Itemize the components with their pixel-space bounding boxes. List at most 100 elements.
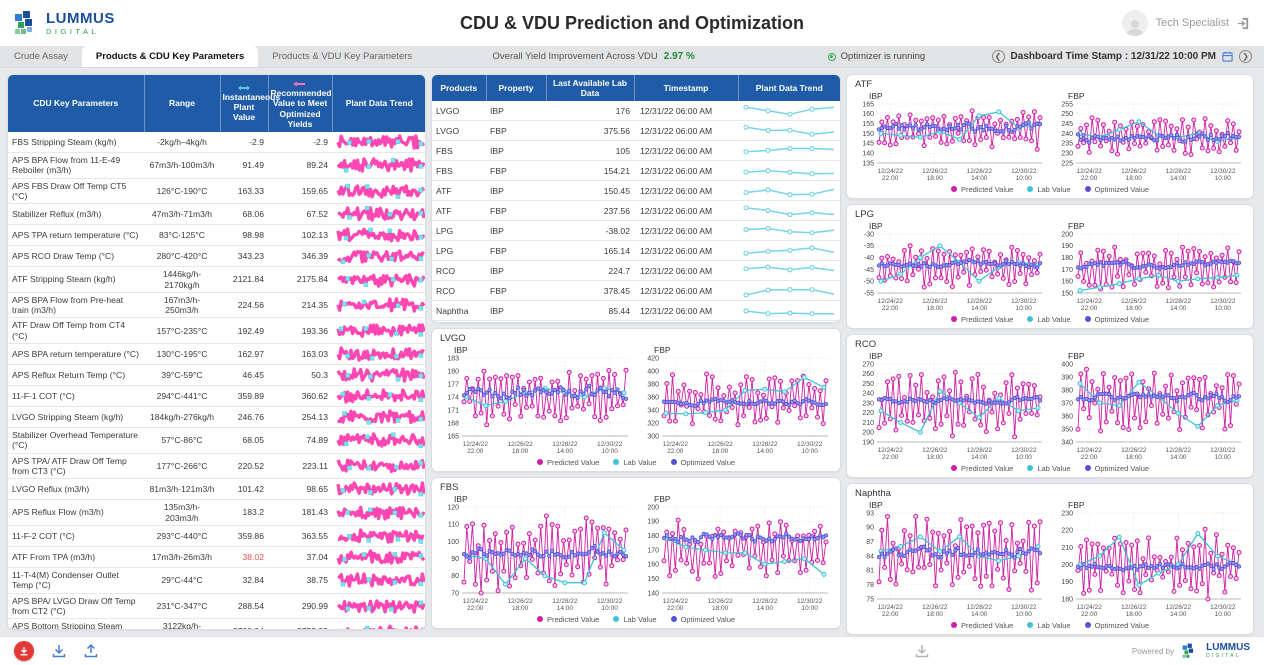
cdu-table-row[interactable]: APS Bottom Stripping Steam (kg/h) 3122kg…	[8, 618, 425, 629]
cdu-table-row[interactable]: LVGO Reflux (m3/h) 81m3/h-121m3/h 101.42…	[8, 478, 425, 501]
cdu-trend-cell	[332, 266, 425, 293]
cdu-table-row[interactable]: Stabilizer Overhead Temperature (°C) 57°…	[8, 427, 425, 454]
svg-text:135: 135	[862, 160, 874, 167]
lummus-logo: LUMMUS DIGITAL	[14, 10, 254, 36]
cdu-table-row[interactable]: APS TPA return temperature (°C) 83°C-125…	[8, 224, 425, 247]
products-table-row[interactable]: RCO IBP 224.7 12/31/22 06:00 AM	[432, 260, 840, 282]
cdu-table-row[interactable]: LVGO Stripping Steam (kg/h) 184kg/h-276k…	[8, 406, 425, 429]
svg-text:210: 210	[862, 420, 874, 427]
svg-text:12/30/22: 12/30/22	[797, 598, 823, 605]
svg-text:370: 370	[1061, 400, 1073, 407]
svg-text:174: 174	[447, 394, 459, 401]
legend-item: Predicted Value	[950, 185, 1013, 194]
cdu-range: 184kg/h-276kg/h	[144, 406, 220, 429]
timestamp-next-icon[interactable]: ❯	[1239, 50, 1252, 63]
product-trend-cell	[738, 280, 840, 302]
cdu-table-row[interactable]: APS BPA Flow from 11-E-49 Reboiler (m3/h…	[8, 152, 425, 179]
page-title: CDU & VDU Prediction and Optimization	[459, 12, 804, 33]
cdu-table-row[interactable]: APS FBS Draw Off Temp CT5 (°C) 126°C-190…	[8, 178, 425, 205]
products-table-row[interactable]: Naphtha FBP 203.36 12/31/22 06:00 AM	[432, 320, 840, 322]
products-table-row[interactable]: FBS IBP 105 12/31/22 06:00 AM	[432, 140, 840, 162]
cdu-table-row[interactable]: 11-T-4(M) Condenser Outlet Temp (°C) 29°…	[8, 567, 425, 594]
export-red-button[interactable]	[14, 641, 34, 661]
cdu-table-row[interactable]: FBS Stripping Steam (kg/h) -2kg/h–4kg/h …	[8, 131, 425, 153]
legend-dot	[950, 465, 957, 471]
chart-legend: Predicted Value Lab Value Optimized Value	[855, 313, 1245, 325]
legend-item: Predicted Value	[950, 621, 1013, 630]
calendar-icon[interactable]	[1222, 51, 1233, 62]
svg-text:200: 200	[1061, 562, 1073, 569]
svg-text:100: 100	[447, 539, 459, 546]
svg-text:12/26/22: 12/26/22	[507, 598, 533, 605]
products-table-row[interactable]: RCO FBP 378.45 12/31/22 06:00 AM	[432, 280, 840, 302]
download-icon[interactable]	[52, 644, 66, 658]
svg-text:12/28/22: 12/28/22	[1166, 168, 1192, 175]
lab-data-timestamp: 12/31/22 06:00 AM	[634, 260, 738, 282]
cdu-table-row[interactable]: 11-F-2 COT (°C) 293°C-440°C 359.86 363.5…	[8, 525, 425, 547]
cdu-table-row[interactable]: Stabilizer Reflux (m3/h) 47m3/h-71m3/h 6…	[8, 203, 425, 226]
cdu-table-row[interactable]: APS BPA return temperature (°C) 130°C-19…	[8, 343, 425, 366]
upload-icon[interactable]	[84, 644, 98, 658]
cdu-param: APS BPA Flow from Pre-heat train (m3/h)	[8, 292, 144, 319]
svg-text:18:00: 18:00	[927, 611, 944, 618]
cdu-param: APS RCO Draw Temp (°C)	[8, 245, 144, 268]
cdu-table-row[interactable]: ATF From TPA (m3/h) 17m3/h-26m3/h 38.02 …	[8, 546, 425, 568]
app-header: LUMMUS DIGITAL CDU & VDU Prediction and …	[0, 0, 1264, 46]
products-table-row[interactable]: LPG FBP 165.14 12/31/22 06:00 AM	[432, 240, 840, 262]
cdu-range: 135m3/h-203m3/h	[144, 499, 220, 526]
svg-text:80: 80	[451, 573, 459, 580]
svg-text:12/24/22: 12/24/22	[663, 598, 689, 605]
cdu-table-row[interactable]: ATF Stripping Steam (kg/h) 1446kg/h-2170…	[8, 266, 425, 293]
subchart-label: IBP	[869, 91, 883, 101]
plant-data-trend-sparkline	[336, 134, 425, 150]
cdu-table-row[interactable]: APS TPA/ ATF Draw Off Temp from CT3 (°C)…	[8, 453, 425, 480]
cdu-table-row[interactable]: 11-F-1 COT (°C) 294°C-441°C 359.89 360.6…	[8, 385, 425, 408]
products-table-row[interactable]: Naphtha IBP 85.44 12/31/22 06:00 AM	[432, 300, 840, 322]
products-table-row[interactable]: LPG IBP -38.02 12/31/22 06:00 AM	[432, 220, 840, 242]
svg-text:22:00: 22:00	[1081, 175, 1098, 182]
cdu-recommended-value: 67.52	[268, 203, 332, 226]
products-table-row[interactable]: LVGO IBP 176 12/31/22 06:00 AM	[432, 101, 840, 122]
svg-text:350: 350	[1061, 426, 1073, 433]
cdu-trend-cell	[332, 618, 425, 629]
logout-icon[interactable]	[1237, 17, 1250, 30]
product-trend-cell	[738, 320, 840, 322]
tab-products-vdu-key-parameters[interactable]: Products & VDU Key Parameters	[272, 51, 413, 62]
cdu-table-row[interactable]: APS Reflux Return Temp (°C) 39°C-59°C 46…	[8, 364, 425, 387]
legend-item: Optimized Value	[1084, 464, 1149, 473]
svg-text:14:00: 14:00	[1170, 305, 1187, 312]
lab-data-timestamp: 12/31/22 06:00 AM	[634, 280, 738, 302]
products-table-row[interactable]: ATF FBP 237.56 12/31/22 06:00 AM	[432, 200, 840, 222]
product-property: FBP	[486, 280, 546, 302]
optimizer-status-icon	[827, 52, 836, 61]
products-table-row[interactable]: LVGO FBP 375.56 12/31/22 06:00 AM	[432, 120, 840, 142]
cdu-range: 83°C-125°C	[144, 224, 220, 247]
cdu-table-row[interactable]: APS BPA/ LVGO Draw Off Temp from CT2 (°C…	[8, 593, 425, 620]
boiling-point-chart: 18019020021022023012/24/2222:0012/26/221…	[1061, 510, 1242, 618]
cdu-trend-cell	[332, 245, 425, 268]
cdu-param: APS Reflux Return Temp (°C)	[8, 364, 144, 387]
products-table-row[interactable]: ATF IBP 150.45 12/31/22 06:00 AM	[432, 180, 840, 202]
chart-download-icon[interactable]	[915, 644, 929, 658]
svg-text:420: 420	[647, 355, 659, 362]
svg-text:12/28/22: 12/28/22	[752, 598, 778, 605]
cdu-table-row[interactable]: APS BPA Flow from Pre-heat train (m3/h) …	[8, 292, 425, 319]
plant-data-trend-sparkline	[337, 206, 425, 222]
user-avatar[interactable]	[1121, 10, 1148, 36]
cdu-table-row[interactable]: APS RCO Draw Temp (°C) 280°C-420°C 343.2…	[8, 245, 425, 268]
svg-text:12/28/22: 12/28/22	[1166, 298, 1192, 305]
cdu-table-row[interactable]: APS Reflux Flow (m3/h) 135m3/h-203m3/h 1…	[8, 499, 425, 526]
tab-crude-assay[interactable]: Crude Assay	[14, 51, 68, 62]
lab-data-value: 203.36	[546, 320, 634, 322]
svg-text:18:00: 18:00	[1126, 454, 1143, 461]
footer-logo-icon	[1182, 643, 1198, 659]
chart-legend: Predicted Value Lab Value Optimized Value	[855, 462, 1245, 474]
products-table-row[interactable]: FBS FBP 154.21 12/31/22 06:00 AM	[432, 160, 840, 182]
tab-products-cdu-key-parameters[interactable]: Products & CDU Key Parameters	[81, 46, 259, 67]
timestamp-prev-icon[interactable]: ❮	[991, 50, 1005, 63]
legend-item: Lab Value	[613, 458, 657, 467]
cdu-param: APS Bottom Stripping Steam (kg/h)	[8, 618, 144, 629]
cdu-table-row[interactable]: ATF Draw Off Temp from CT4 (°C) 157°C-23…	[8, 317, 425, 345]
